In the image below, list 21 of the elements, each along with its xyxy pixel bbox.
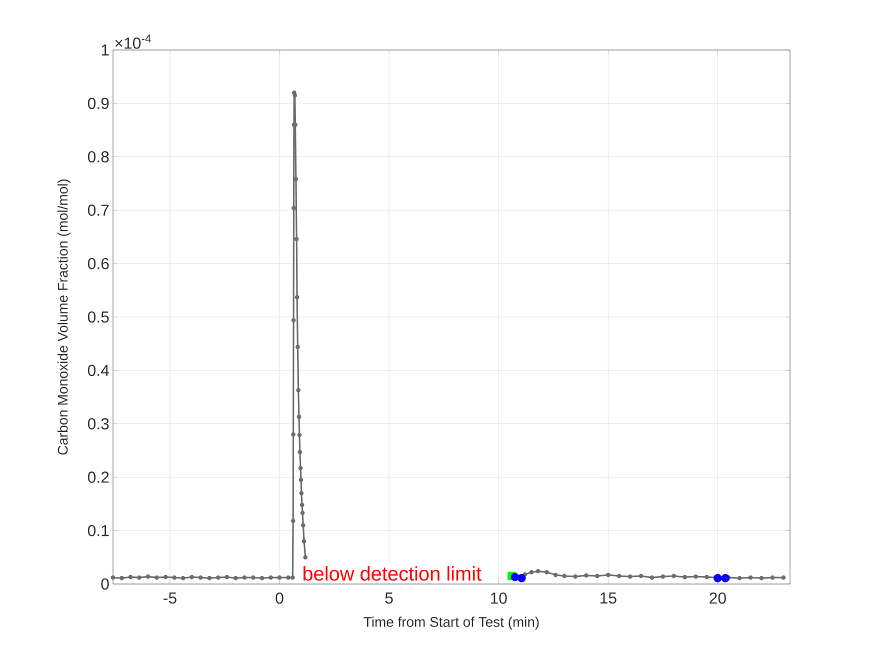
x-tick-label: 5	[385, 592, 393, 604]
y-tick-label: 0.5	[88, 311, 109, 323]
x-tick-label: 20	[710, 592, 726, 604]
y-tick-label: 0.2	[88, 472, 109, 483]
x-tick-label: 15	[600, 592, 616, 604]
annotation: below detection limit	[304, 566, 482, 581]
y-tick-label: 0.9	[88, 98, 109, 110]
y-tick-label: 0.7	[88, 204, 109, 216]
text: ×10$^{-4}$	[115, 34, 151, 49]
x-tick-label: -5	[164, 592, 176, 604]
y-tick-label: 0.3	[88, 418, 109, 430]
x-tick-label: 0	[276, 592, 284, 604]
y-tick-label: 0.8	[88, 151, 109, 162]
y-tick-label: 0.6	[88, 258, 109, 270]
x-axis-title: Time from Start of Test (min)	[364, 616, 539, 630]
y-axis-title: Carbon Monoxide Volume Fraction (mol/mol)	[57, 180, 70, 455]
x-tick-label: 10	[490, 592, 507, 604]
y-tick-label: 0.1	[88, 524, 109, 536]
y-tick-label: 0.4	[88, 364, 110, 376]
y-tick-label: 0	[101, 578, 109, 590]
y-tick-label: 1	[102, 44, 109, 56]
